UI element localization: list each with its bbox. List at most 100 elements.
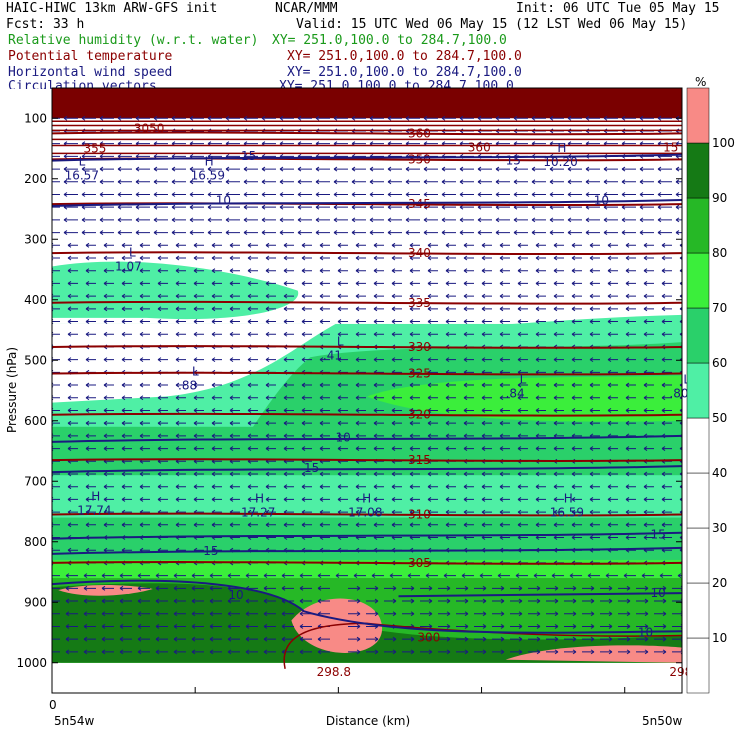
wind-vector bbox=[621, 204, 636, 210]
wind-vector bbox=[391, 306, 402, 312]
wind-vector bbox=[481, 420, 492, 426]
wind-vector bbox=[103, 484, 114, 490]
wind-vector bbox=[263, 611, 276, 617]
wind-vector bbox=[117, 230, 132, 236]
wind-vector bbox=[283, 319, 294, 324]
wind-vector bbox=[463, 357, 474, 363]
wind-vector bbox=[535, 319, 546, 324]
wind-vector bbox=[319, 471, 330, 477]
wind-vector bbox=[409, 280, 420, 286]
wind-vector bbox=[643, 331, 654, 337]
wind-vector bbox=[677, 573, 682, 579]
wind-vector bbox=[531, 217, 546, 223]
wind-vector bbox=[355, 446, 366, 451]
wind-vector bbox=[317, 649, 330, 655]
wind-vector bbox=[243, 217, 258, 223]
wind-vector bbox=[463, 484, 474, 490]
wind-vector bbox=[369, 217, 384, 223]
wind-vector bbox=[625, 382, 636, 388]
wind-vector bbox=[155, 585, 168, 591]
wind-vector bbox=[207, 217, 222, 223]
wind-vector bbox=[229, 522, 240, 528]
wind-vector bbox=[420, 585, 433, 591]
wind-vector bbox=[463, 319, 474, 324]
wind-vector bbox=[481, 395, 492, 401]
wind-vector bbox=[301, 280, 312, 286]
wind-vector bbox=[283, 433, 294, 439]
wind-vector bbox=[319, 408, 330, 413]
wind-vector bbox=[510, 624, 523, 629]
wind-vector bbox=[675, 204, 682, 210]
wind-vector bbox=[121, 420, 132, 426]
wind-vector bbox=[528, 624, 541, 629]
wind-vector bbox=[657, 230, 672, 236]
wind-vector bbox=[137, 636, 150, 642]
wind-vector bbox=[445, 433, 456, 439]
colorbar-label-20: 20 bbox=[712, 576, 727, 590]
wind-vector bbox=[348, 585, 361, 591]
wind-vector bbox=[618, 649, 631, 655]
wind-vector bbox=[621, 115, 636, 121]
wind-vector bbox=[589, 268, 600, 274]
theta-contour-310 bbox=[52, 512, 682, 517]
wind-vector bbox=[175, 242, 186, 248]
wind-vector bbox=[139, 255, 150, 261]
wind-vector bbox=[348, 649, 361, 655]
wind-vector bbox=[571, 484, 582, 490]
wind-vector bbox=[225, 115, 240, 121]
wind-vector bbox=[229, 420, 240, 426]
wind-vector bbox=[499, 319, 510, 324]
wind-vector bbox=[582, 611, 595, 617]
wind-vector bbox=[549, 192, 564, 197]
wind-vector bbox=[319, 268, 330, 274]
wind-vector bbox=[139, 522, 150, 528]
wind-vector bbox=[175, 319, 186, 324]
wind-vector bbox=[427, 331, 438, 337]
wind-vector bbox=[499, 255, 510, 261]
wind-vector bbox=[135, 204, 150, 210]
wind-vector bbox=[499, 408, 510, 413]
extremum-value-5: 16.57 bbox=[65, 169, 99, 183]
wind-vector bbox=[589, 242, 600, 248]
wind-vector bbox=[229, 496, 240, 502]
wind-vector bbox=[445, 382, 456, 388]
wind-vector bbox=[121, 408, 132, 413]
wind-vector bbox=[391, 331, 402, 337]
wind-vector bbox=[517, 293, 528, 299]
extremum-value-2: .88 bbox=[178, 379, 197, 393]
wind-vector bbox=[535, 496, 546, 502]
wind-vector bbox=[621, 230, 636, 236]
wind-vector bbox=[495, 230, 510, 236]
wind-vector bbox=[499, 280, 510, 286]
wind-vector bbox=[441, 204, 456, 210]
wind-vector bbox=[589, 319, 600, 324]
wind-vector bbox=[654, 649, 667, 655]
wind-vector bbox=[636, 585, 649, 591]
plot-frame bbox=[51, 87, 683, 694]
wind-vector bbox=[405, 192, 420, 197]
wind-vector bbox=[225, 166, 240, 172]
wind-vector bbox=[481, 306, 492, 312]
wind-vector bbox=[427, 408, 438, 413]
colorbar-label-80: 80 bbox=[712, 246, 727, 260]
wind-vector bbox=[351, 179, 366, 185]
wind-vector bbox=[463, 382, 474, 388]
wind-vector bbox=[317, 585, 330, 591]
wind-vector bbox=[171, 204, 186, 210]
wind-vector bbox=[463, 268, 474, 274]
wind-vector bbox=[639, 204, 654, 210]
wind-label-3: 10 bbox=[594, 194, 609, 208]
field-rh-xy: XY= 251.0,100.0 to 284.7,100.0 bbox=[272, 33, 507, 48]
wind-vector bbox=[445, 496, 456, 502]
wind-vector bbox=[499, 331, 510, 337]
wind-vector bbox=[337, 319, 348, 324]
wind-vector bbox=[67, 496, 78, 502]
wind-vector bbox=[441, 179, 456, 185]
wind-vector bbox=[101, 598, 114, 604]
rh-patch-100-right bbox=[505, 645, 682, 663]
wind-vector bbox=[625, 331, 636, 337]
wind-vector bbox=[301, 433, 312, 439]
wind-vector bbox=[67, 242, 78, 248]
wind-vector bbox=[366, 636, 379, 642]
wind-vector bbox=[391, 255, 402, 261]
